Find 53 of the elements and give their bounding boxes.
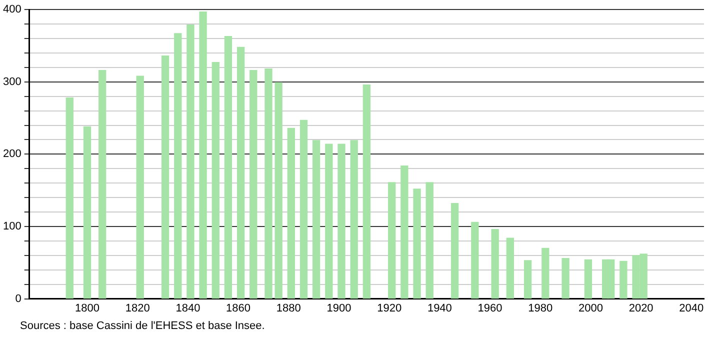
bar — [66, 97, 74, 299]
y-tick-label: 400 — [2, 4, 22, 16]
x-tick-label: 2000 — [578, 302, 603, 314]
bar — [161, 56, 170, 299]
bar — [199, 11, 207, 299]
bar — [186, 24, 194, 299]
bar — [300, 120, 308, 299]
bar — [338, 144, 346, 299]
y-tick-label: 200 — [2, 148, 22, 160]
bar — [212, 62, 220, 299]
x-tick-label: 1840 — [176, 302, 200, 314]
source-note: Sources : base Cassini de l'EHESS et base Insee. — [20, 320, 265, 332]
bar — [136, 76, 144, 299]
x-tick-label: 2040 — [679, 302, 704, 314]
x-tick-label: 1900 — [326, 302, 352, 314]
bar — [236, 46, 245, 299]
bar — [620, 260, 628, 299]
bar — [174, 33, 182, 299]
x-tick-label: 1980 — [528, 302, 553, 314]
bar — [426, 182, 434, 299]
bar — [542, 248, 550, 299]
bar — [350, 140, 358, 299]
bar — [312, 140, 320, 299]
x-tick-label: 2020 — [628, 302, 654, 314]
bar — [264, 68, 272, 299]
bar — [325, 144, 333, 299]
bar — [362, 84, 371, 299]
bar — [524, 260, 532, 299]
y-tick-label: 0 — [15, 292, 22, 305]
y-tick-label: 300 — [2, 76, 22, 88]
x-tick-label: 1920 — [377, 302, 402, 314]
x-tick-label: 1800 — [75, 302, 100, 314]
bar — [83, 126, 92, 299]
x-tick-label: 1860 — [226, 302, 251, 314]
bar — [388, 182, 396, 299]
bar — [562, 258, 570, 299]
bar — [274, 82, 282, 299]
bar — [491, 229, 499, 299]
x-tick-label: 1880 — [276, 302, 301, 314]
bar — [413, 188, 421, 299]
y-tick-label: 100 — [2, 220, 22, 233]
x-tick-label: 1960 — [478, 302, 502, 314]
bar — [450, 203, 459, 299]
bar — [584, 259, 592, 299]
bar — [506, 238, 514, 299]
bar — [287, 128, 295, 299]
x-tick-label: 1940 — [427, 302, 452, 314]
bar — [98, 70, 106, 299]
bar — [224, 36, 232, 299]
x-tick-label: 1820 — [125, 302, 150, 314]
bar — [250, 70, 258, 299]
bar — [471, 222, 479, 299]
bar — [400, 165, 408, 299]
